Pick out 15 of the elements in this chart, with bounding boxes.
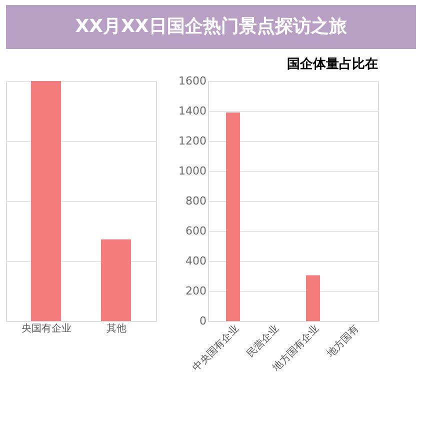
y-tick-label: 800 — [186, 194, 206, 208]
x-tick-label: 地方国有 — [324, 322, 362, 360]
y-tick-label: 1200 — [178, 134, 206, 148]
x-tick-label: 其他 — [106, 322, 126, 334]
y-tick-label: 0 — [200, 314, 206, 328]
x-tick-label: 民营企业 — [244, 322, 282, 360]
y-tick-label: 600 — [186, 224, 206, 238]
x-tick-label: 央国有企业 — [22, 322, 72, 334]
y-tick-label: 1400 — [178, 104, 206, 118]
y-tick-label: 400 — [186, 254, 206, 268]
text: XX月XX日国企热门景点探访之旅 — [75, 16, 348, 37]
y-tick-label: 1000 — [178, 164, 206, 178]
y-tick-label: 1600 — [178, 74, 206, 88]
chart-title: 国企体量占比在 — [287, 57, 378, 72]
y-tick-label: 200 — [186, 284, 206, 298]
